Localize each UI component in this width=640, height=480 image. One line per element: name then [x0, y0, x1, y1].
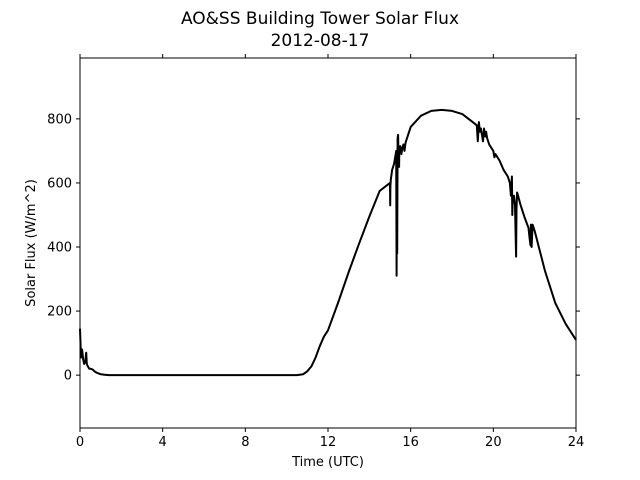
x-tick-label: 12 — [320, 435, 337, 450]
chart-title: AO&SS Building Tower Solar Flux — [181, 9, 459, 29]
x-tick-label: 16 — [402, 435, 419, 450]
y-tick-label: 0 — [64, 369, 72, 384]
y-tick-label: 400 — [47, 241, 72, 256]
solar-flux-series-line — [79, 108, 577, 377]
y-tick-label: 200 — [47, 305, 72, 320]
y-axis-label: Solar Flux (W/m^2) — [24, 179, 39, 307]
y-tick-label: 600 — [47, 176, 72, 191]
x-tick-label: 0 — [76, 435, 84, 450]
x-tick-label: 8 — [241, 435, 249, 450]
y-axis-ticks: 0 200 400 600 800 — [47, 112, 580, 384]
x-axis-label: Time (UTC) — [291, 455, 364, 470]
chart-subtitle: 2012-08-17 — [271, 31, 370, 51]
plot-area: 0 4 8 12 16 20 24 0 200 400 600 800 — [47, 54, 584, 450]
x-tick-label: 4 — [159, 435, 167, 450]
x-tick-label: 24 — [568, 435, 585, 450]
x-tick-label: 20 — [485, 435, 502, 450]
y-tick-label: 800 — [47, 112, 72, 127]
plot-frame — [79, 57, 577, 429]
x-axis-ticks: 0 4 8 12 16 20 24 — [76, 54, 584, 450]
